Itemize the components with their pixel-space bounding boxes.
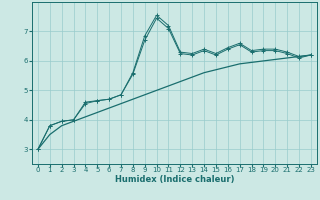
X-axis label: Humidex (Indice chaleur): Humidex (Indice chaleur) [115,175,234,184]
